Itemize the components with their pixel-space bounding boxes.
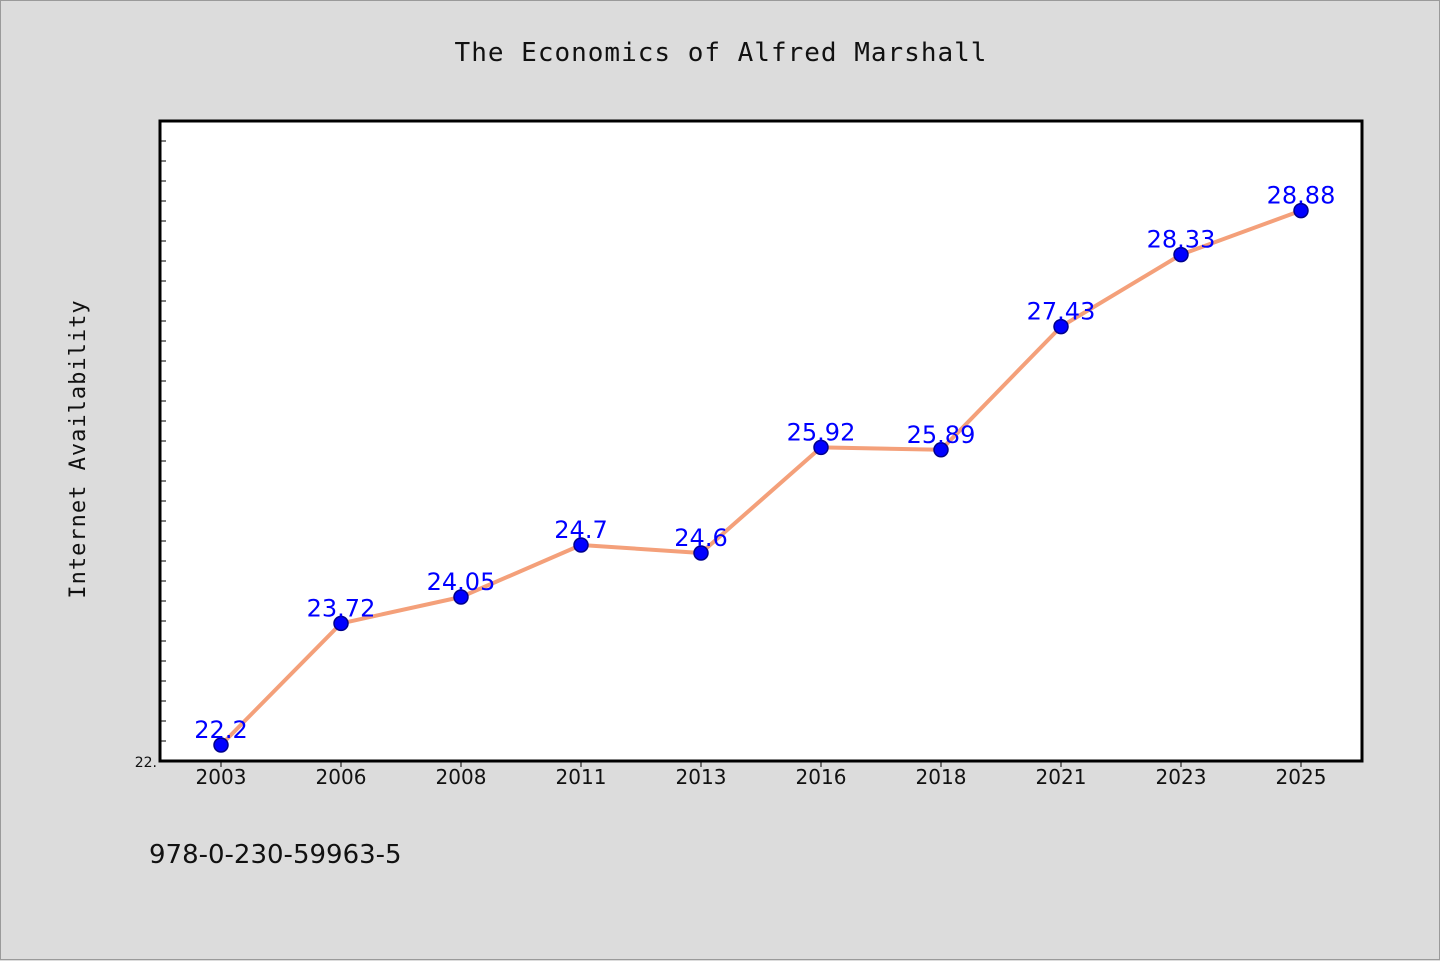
series-layer: 22.2 23.72 24.05 24.7 24.6 25.92 25.89 27.43 28.…	[194, 182, 1336, 753]
data-point	[333, 615, 349, 632]
x-tick-label: 2008	[436, 765, 487, 789]
data-point	[453, 589, 469, 605]
x-tick-label: 2013	[676, 765, 727, 789]
x-tick-label: 2021	[1036, 765, 1087, 789]
data-point	[1173, 246, 1189, 263]
isbn-text: 978-0-230-59963-5	[149, 840, 402, 870]
x-tick-label: 2003	[196, 765, 247, 789]
data-label: 22.2	[194, 716, 247, 744]
data-label: 24.6	[674, 524, 727, 552]
x-axis-ticks: 2003 2006 2008 2011 2013 2016 2018 2021 2023 2025	[196, 761, 1327, 789]
series-line	[219, 208, 1303, 747]
x-tick-label: 2011	[556, 765, 607, 789]
data-point	[693, 545, 709, 561]
x-tick-label: 2016	[796, 765, 847, 789]
data-point	[813, 439, 829, 456]
x-tick-label: 2018	[916, 765, 967, 789]
data-label: 25.92	[787, 418, 856, 446]
plot-area	[160, 121, 1362, 761]
data-label: 23.72	[307, 594, 376, 622]
data-point	[933, 442, 949, 458]
data-point	[1293, 202, 1309, 219]
data-label: 28.88	[1267, 182, 1336, 210]
data-label: 28.33	[1147, 226, 1216, 254]
data-label: 24.7	[554, 516, 607, 544]
data-label: 24.05	[427, 568, 496, 596]
y-tick-label: 22.	[135, 755, 157, 771]
data-label: 25.89	[907, 421, 976, 449]
data-point	[573, 537, 589, 553]
data-point	[1053, 318, 1069, 335]
plot-border	[158, 119, 1364, 763]
data-point	[213, 737, 229, 753]
x-tick-label: 2025	[1276, 765, 1327, 789]
x-tick-label: 2023	[1156, 765, 1207, 789]
y-axis-label: Internet Availability	[66, 299, 91, 598]
data-label: 27.43	[1027, 298, 1096, 326]
chart-title: The Economics of Alfred Marshall	[455, 38, 988, 68]
x-tick-label: 2006	[316, 765, 367, 789]
